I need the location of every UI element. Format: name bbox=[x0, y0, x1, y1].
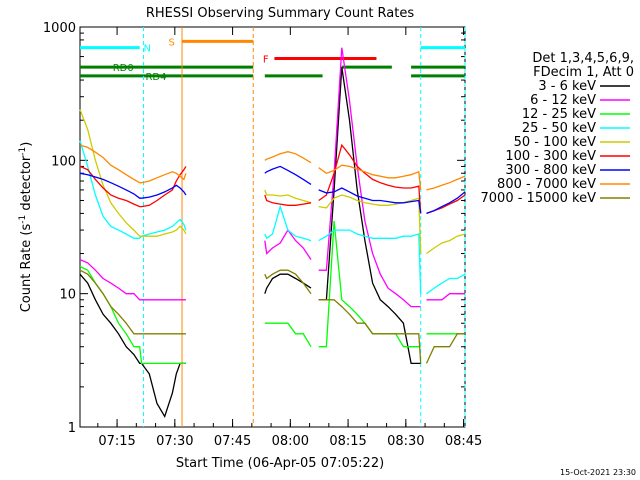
x-tick-label: 08:30 bbox=[387, 434, 424, 449]
legend-header: Det 1,3,4,5,6,9, bbox=[532, 51, 634, 66]
x-tick-label: 07:15 bbox=[98, 434, 135, 449]
y-axis-label-sup1: -1 bbox=[18, 215, 28, 224]
legend: Det 1,3,4,5,6,9,FDecim 1, Att 03 - 6 keV… bbox=[481, 51, 634, 206]
legend-entry-label: 3 - 6 keV bbox=[538, 79, 596, 94]
y-tick-label: 100 bbox=[51, 154, 76, 169]
legend-entry-label: 300 - 800 keV bbox=[505, 163, 596, 178]
y-axis-label-mid: detector bbox=[19, 155, 34, 215]
state-bar-label: RD0 bbox=[113, 63, 134, 74]
y-axis-label-end: ) bbox=[19, 142, 34, 147]
y-axis: 1 10 100 1000 bbox=[43, 21, 465, 436]
y-tick-label: 10 bbox=[59, 288, 76, 303]
legend-entry-label: 800 - 7000 keV bbox=[497, 177, 596, 192]
x-axis: 07:15 07:30 07:45 08:00 08:15 08:30 08:45 bbox=[97, 27, 482, 449]
series-line-2 bbox=[79, 221, 465, 365]
legend-header: FDecim 1, Att 0 bbox=[533, 65, 634, 80]
x-tick-label: 08:00 bbox=[272, 434, 309, 449]
series-line-6 bbox=[79, 165, 466, 215]
series-line-5 bbox=[79, 143, 466, 215]
state-bar-label: F bbox=[263, 55, 269, 66]
state-bars: N S F RD0 RD4 bbox=[80, 37, 465, 83]
boundary-lines bbox=[143, 27, 466, 427]
y-axis-label-main: Count Rate (s bbox=[19, 224, 34, 313]
y-axis-label-sup2: -1 bbox=[18, 147, 28, 156]
legend-entry-label: 50 - 100 keV bbox=[514, 135, 597, 150]
series-line-7 bbox=[79, 144, 466, 191]
timestamp: 15-Oct-2021 23:30 bbox=[560, 468, 636, 477]
series-line-4 bbox=[79, 109, 466, 255]
x-tick-label: 07:45 bbox=[214, 434, 251, 449]
y-tick-label: 1 bbox=[68, 421, 76, 436]
x-tick-label: 08:45 bbox=[445, 434, 482, 449]
legend-entry-label: 7000 - 15000 keV bbox=[481, 191, 597, 206]
legend-entry-label: 6 - 12 keV bbox=[530, 93, 596, 108]
y-tick-label: 1000 bbox=[43, 21, 76, 36]
chart-title: RHESSI Observing Summary Count Rates bbox=[146, 6, 415, 21]
state-bar-label: S bbox=[169, 37, 175, 48]
x-tick-label: 08:15 bbox=[329, 434, 366, 449]
series-lines bbox=[79, 47, 466, 418]
state-bar-label: RD4 bbox=[145, 72, 166, 83]
series-line-3 bbox=[79, 140, 466, 295]
y-axis-label: Count Rate (s-1 detector-1) bbox=[18, 142, 34, 313]
legend-entry-label: 12 - 25 keV bbox=[522, 107, 596, 122]
state-bar-label: N bbox=[144, 44, 151, 55]
x-axis-label: Start Time (06-Apr-05 07:05:22) bbox=[176, 456, 384, 471]
legend-entry-label: 25 - 50 keV bbox=[522, 121, 596, 136]
series-line-8 bbox=[79, 269, 465, 364]
series-line-1 bbox=[79, 47, 465, 308]
legend-entry-label: 100 - 300 keV bbox=[505, 149, 596, 164]
x-tick-label: 07:30 bbox=[156, 434, 193, 449]
